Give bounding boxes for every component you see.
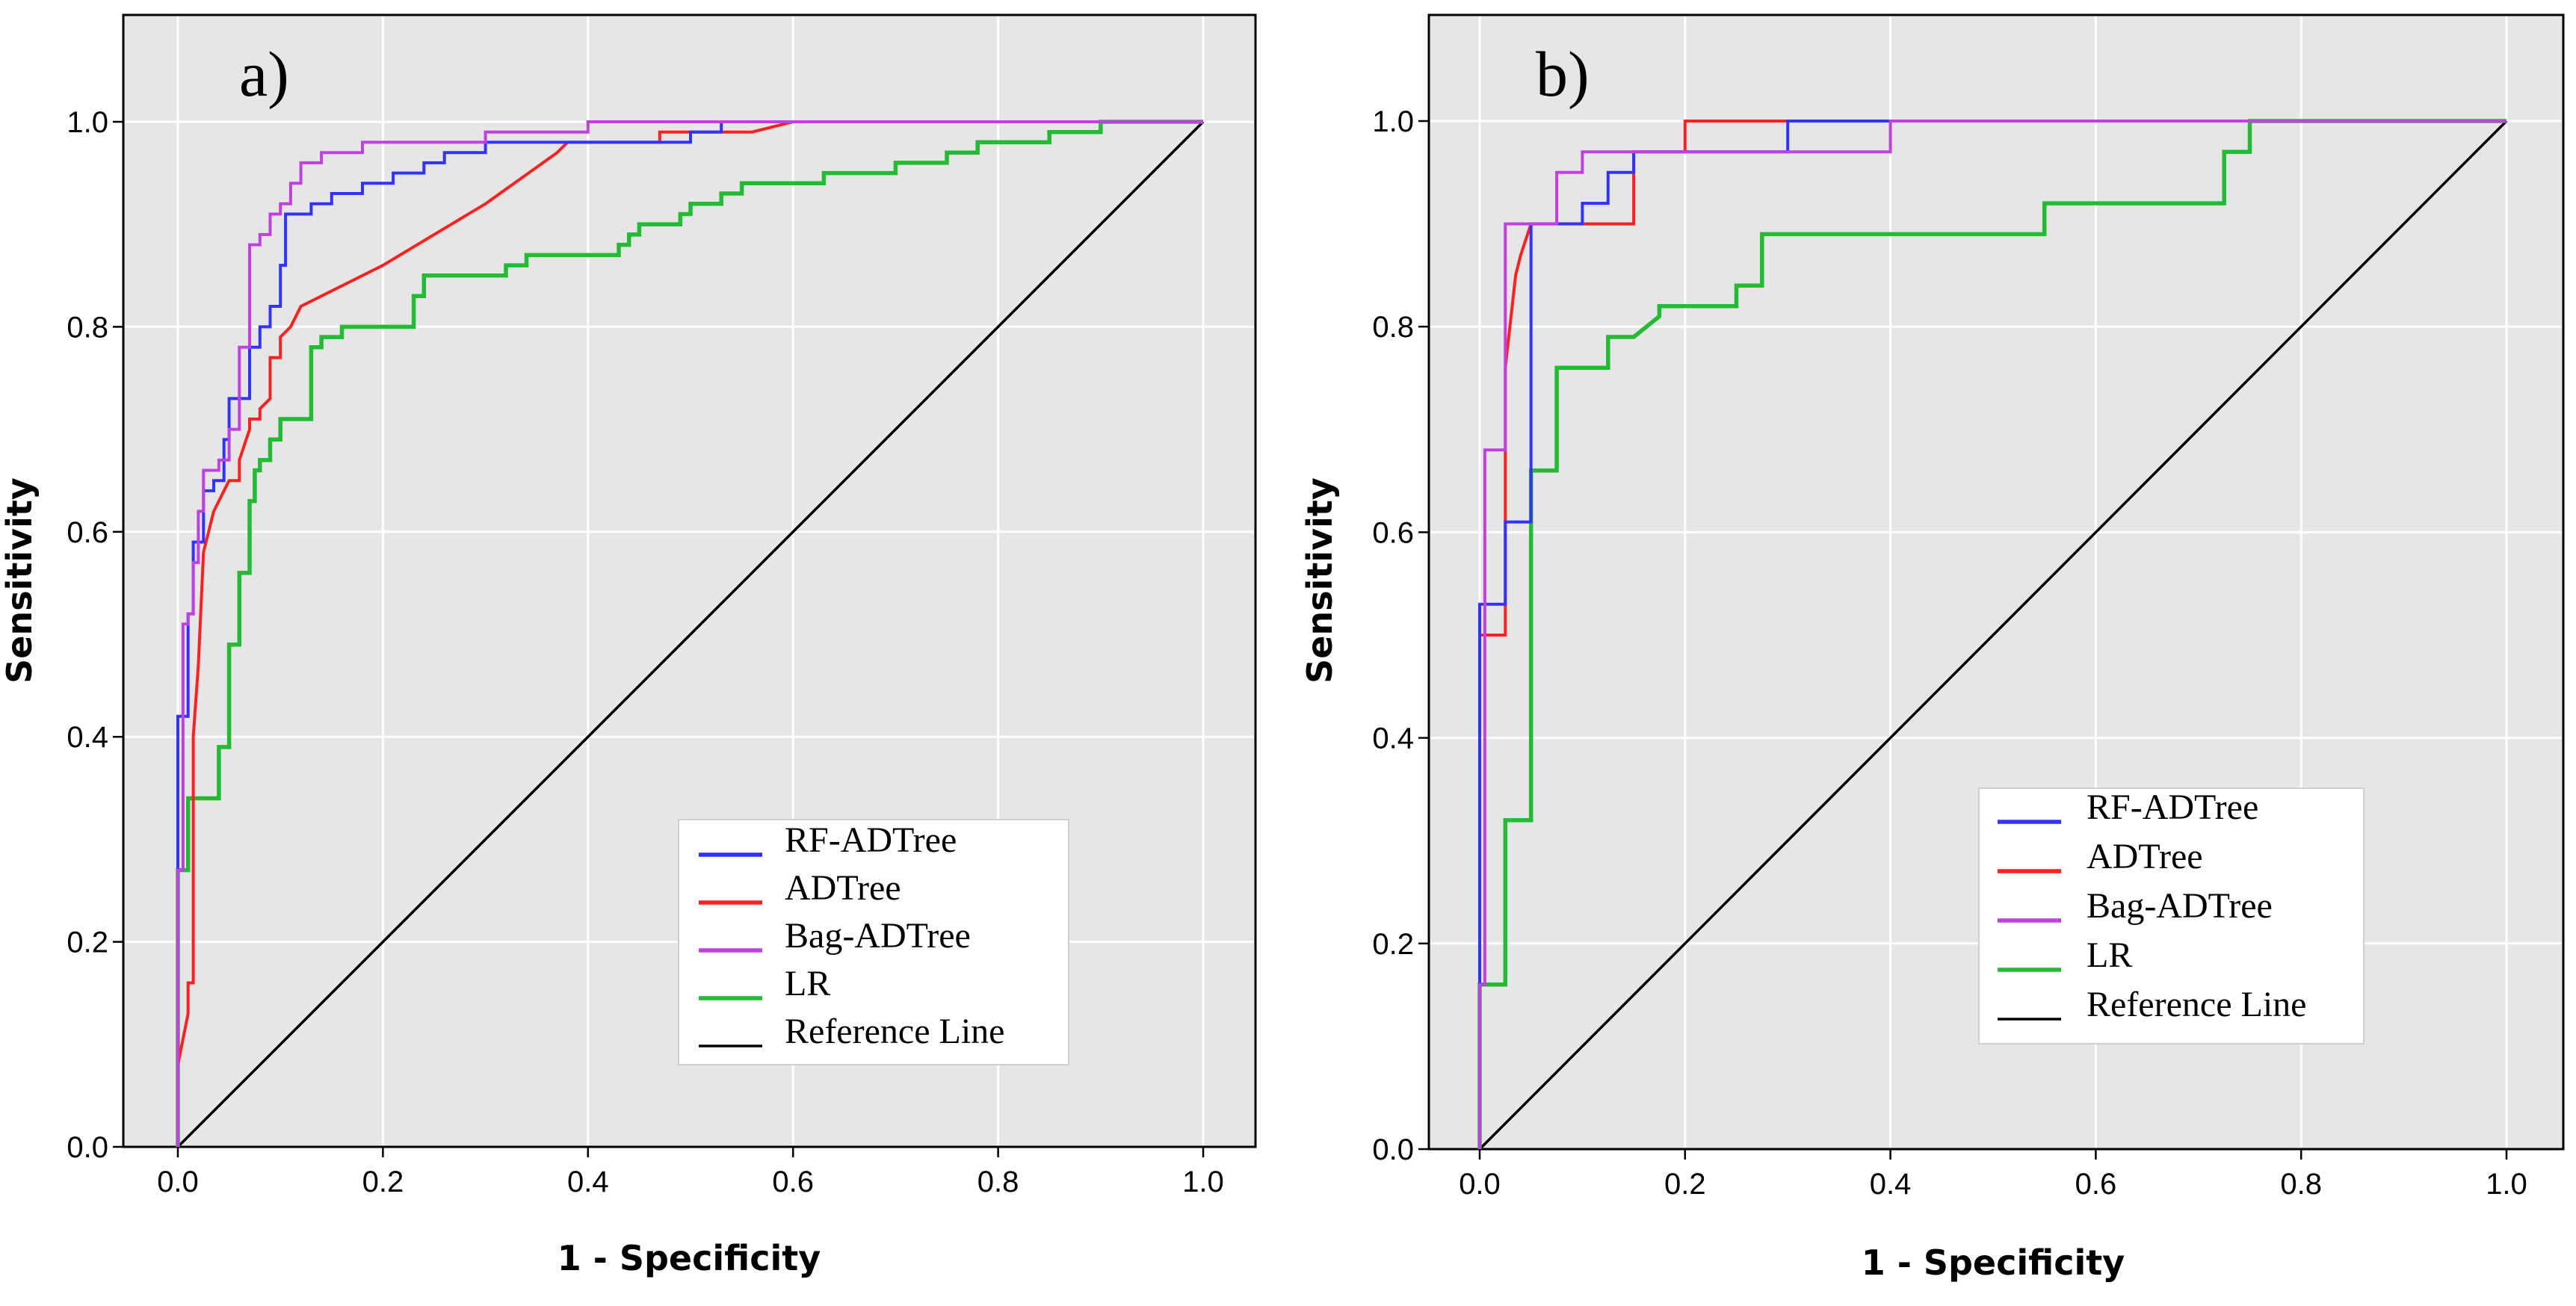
roc-curve-reference-line	[1478, 120, 2508, 1151]
x-tick-label: 0.0	[157, 1166, 199, 1198]
legend: RF-ADTree ADTree Bag-ADTree LR Reference Lin…	[678, 819, 1069, 1065]
y-tick-label: 0.4	[67, 721, 108, 754]
x-tick-label: 0.2	[362, 1166, 404, 1198]
roc-curve-lr	[176, 120, 1203, 1147]
roc-panel-b: 0.0 0.2 0.4 0.6 0.8 1.0 0.0 0.2 0.4 0.6 0.8 1.0 1 - …	[1300, 13, 2565, 1283]
x-axis-title: 1 - Specificity	[1862, 1242, 2125, 1283]
panel-label: a)	[239, 38, 289, 110]
roc-curve-lr	[1477, 119, 2506, 1149]
roc-panel-a: 0.0 0.2 0.4 0.6 0.8 1.0 0.0 0.2 0.4 0.6 0.8 1.0 1 - …	[0, 13, 1257, 1278]
roc-curve-bag-adtree	[1478, 120, 2506, 1149]
x-tick-label: 0.6	[772, 1166, 814, 1198]
x-tick-label: 0.0	[1459, 1168, 1501, 1201]
panel-label: b)	[1536, 38, 1590, 110]
y-tick-label: 0.6	[67, 516, 108, 549]
y-axis-title: Sensitivity	[1300, 477, 1340, 684]
legend-label-lr: LR	[785, 964, 830, 1003]
legend-label-adtree: ADTree	[2087, 837, 2203, 876]
x-tick-label: 0.6	[2075, 1168, 2117, 1201]
y-tick-label: 0.4	[1372, 722, 1414, 755]
x-tick-label: 1.0	[1182, 1166, 1224, 1198]
x-tick-label: 0.8	[2280, 1168, 2322, 1201]
x-tick-label: 1.0	[2486, 1168, 2527, 1201]
legend-label-reference-line: Reference Line	[2087, 985, 2306, 1024]
legend-label-adtree: ADTree	[785, 868, 901, 908]
x-axis-title: 1 - Specificity	[557, 1238, 821, 1278]
legend-box	[678, 819, 1069, 1065]
y-axis-title: Sensitivity	[0, 477, 40, 684]
roc-curve-adtree	[176, 120, 1203, 1147]
x-tick-label: 0.2	[1664, 1168, 1706, 1201]
roc-curve-bag-adtree	[176, 120, 1203, 1147]
legend-label-bag-adtree: Bag-ADTree	[2087, 886, 2273, 926]
y-tick-label: 1.0	[1372, 105, 1414, 138]
y-tick-label: 0.2	[67, 926, 108, 959]
y-tick-label: 0.8	[1372, 311, 1414, 344]
legend-label-lr: LR	[2087, 935, 2132, 975]
roc-curve-reference-line	[176, 120, 1205, 1148]
y-tick-label: 1.0	[67, 106, 108, 139]
x-tick-label: 0.8	[977, 1166, 1019, 1198]
legend-label-reference-line: Reference Line	[785, 1012, 1004, 1051]
y-tick-label: 0.2	[1372, 928, 1414, 961]
x-tick-label: 0.4	[567, 1166, 609, 1198]
y-tick-label: 0.6	[1372, 516, 1414, 549]
legend-label-bag-adtree: Bag-ADTree	[785, 916, 971, 956]
legend: RF-ADTree ADTree Bag-ADTree LR Reference Lin…	[1978, 787, 2365, 1045]
legend-label-rf-adtree: RF-ADTree	[2087, 787, 2258, 827]
y-tick-label: 0.0	[1372, 1133, 1414, 1166]
y-tick-label: 0.0	[67, 1131, 108, 1164]
y-tick-label: 0.8	[67, 311, 108, 344]
legend-box	[1978, 787, 2365, 1045]
roc-curve-rf-adtree	[176, 120, 1203, 1147]
x-tick-label: 0.4	[1870, 1168, 1912, 1201]
legend-label-rf-adtree: RF-ADTree	[785, 820, 957, 860]
roc-curve-adtree	[1478, 120, 2506, 1149]
